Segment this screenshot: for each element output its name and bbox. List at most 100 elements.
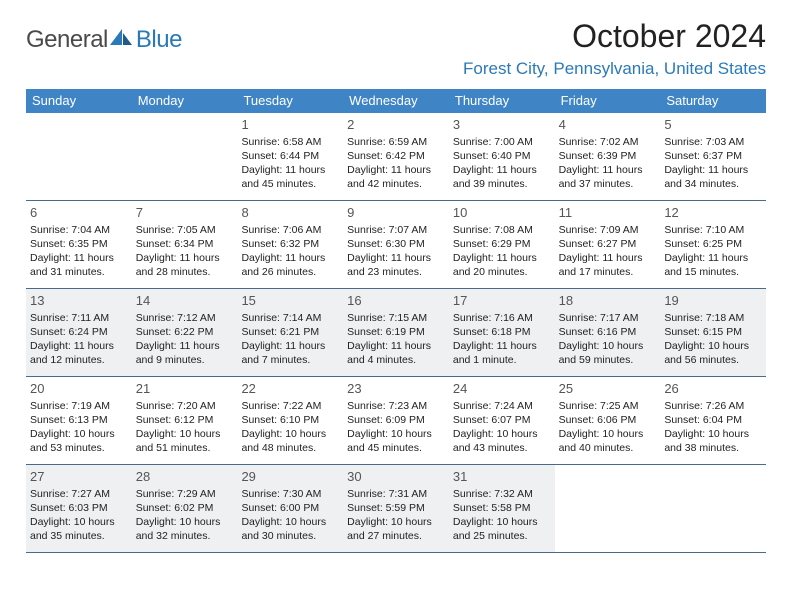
day-detail-line: and 27 minutes. [347, 529, 445, 543]
day-detail-line: Sunrise: 7:30 AM [241, 487, 339, 501]
day-detail-line: Daylight: 11 hours [241, 163, 339, 177]
day-detail-line: and 17 minutes. [559, 265, 657, 279]
day-cell: 29Sunrise: 7:30 AMSunset: 6:00 PMDayligh… [237, 465, 343, 552]
day-detail-line: Sunset: 6:07 PM [453, 413, 551, 427]
day-detail-line: Sunset: 6:12 PM [136, 413, 234, 427]
week-row: 6Sunrise: 7:04 AMSunset: 6:35 PMDaylight… [26, 201, 766, 289]
day-detail-line: and 38 minutes. [664, 441, 762, 455]
day-detail-line: Sunrise: 7:14 AM [241, 311, 339, 325]
day-detail-line: and 23 minutes. [347, 265, 445, 279]
day-detail-line: Daylight: 11 hours [347, 339, 445, 353]
day-detail-line: and 45 minutes. [241, 177, 339, 191]
day-detail-line: Sunrise: 7:20 AM [136, 399, 234, 413]
sail-icon [108, 27, 134, 47]
day-detail-line: Sunset: 5:59 PM [347, 501, 445, 515]
day-cell: 8Sunrise: 7:06 AMSunset: 6:32 PMDaylight… [237, 201, 343, 288]
day-detail-line: Daylight: 11 hours [136, 339, 234, 353]
day-detail-line: Sunset: 6:34 PM [136, 237, 234, 251]
day-detail-line: and 51 minutes. [136, 441, 234, 455]
day-detail-line: Sunrise: 7:02 AM [559, 135, 657, 149]
day-cell: 16Sunrise: 7:15 AMSunset: 6:19 PMDayligh… [343, 289, 449, 376]
day-detail-line: Sunset: 6:25 PM [664, 237, 762, 251]
weekday-header: Monday [132, 89, 238, 113]
day-detail-line: Sunset: 6:03 PM [30, 501, 128, 515]
day-detail-line: Daylight: 11 hours [664, 163, 762, 177]
day-detail-line: Daylight: 11 hours [453, 339, 551, 353]
day-detail-line: Sunset: 6:10 PM [241, 413, 339, 427]
day-detail-line: Daylight: 11 hours [30, 251, 128, 265]
day-number: 14 [136, 292, 234, 310]
day-detail-line: Daylight: 10 hours [30, 515, 128, 529]
day-detail-line: and 32 minutes. [136, 529, 234, 543]
day-number: 26 [664, 380, 762, 398]
day-number: 27 [30, 468, 128, 486]
day-detail-line: Daylight: 10 hours [664, 339, 762, 353]
day-cell: 1Sunrise: 6:58 AMSunset: 6:44 PMDaylight… [237, 113, 343, 200]
day-detail-line: and 34 minutes. [664, 177, 762, 191]
day-detail-line: Sunrise: 7:23 AM [347, 399, 445, 413]
day-cell: 19Sunrise: 7:18 AMSunset: 6:15 PMDayligh… [660, 289, 766, 376]
day-number: 31 [453, 468, 551, 486]
day-cell: 23Sunrise: 7:23 AMSunset: 6:09 PMDayligh… [343, 377, 449, 464]
day-detail-line: and 9 minutes. [136, 353, 234, 367]
day-number: 9 [347, 204, 445, 222]
day-detail-line: Sunset: 6:42 PM [347, 149, 445, 163]
day-cell: 11Sunrise: 7:09 AMSunset: 6:27 PMDayligh… [555, 201, 661, 288]
day-detail-line: Sunrise: 7:15 AM [347, 311, 445, 325]
day-detail-line: Sunset: 6:39 PM [559, 149, 657, 163]
day-detail-line: Sunset: 6:40 PM [453, 149, 551, 163]
day-detail-line: Daylight: 10 hours [453, 427, 551, 441]
day-detail-line: Sunrise: 7:00 AM [453, 135, 551, 149]
calendar-page: General Blue October 2024 Forest City, P… [0, 0, 792, 563]
day-cell [26, 113, 132, 200]
day-detail-line: Sunrise: 7:07 AM [347, 223, 445, 237]
day-detail-line: Sunset: 6:37 PM [664, 149, 762, 163]
day-detail-line: Sunset: 6:22 PM [136, 325, 234, 339]
day-cell: 25Sunrise: 7:25 AMSunset: 6:06 PMDayligh… [555, 377, 661, 464]
day-detail-line: Sunrise: 7:22 AM [241, 399, 339, 413]
day-detail-line: Sunrise: 7:17 AM [559, 311, 657, 325]
day-detail-line: Sunrise: 7:25 AM [559, 399, 657, 413]
day-detail-line: Daylight: 10 hours [241, 427, 339, 441]
weekday-header: Saturday [660, 89, 766, 113]
day-detail-line: Sunrise: 7:03 AM [664, 135, 762, 149]
day-cell: 6Sunrise: 7:04 AMSunset: 6:35 PMDaylight… [26, 201, 132, 288]
day-number: 16 [347, 292, 445, 310]
day-number: 30 [347, 468, 445, 486]
day-detail-line: Sunset: 6:21 PM [241, 325, 339, 339]
day-detail-line: and 53 minutes. [30, 441, 128, 455]
day-detail-line: Sunrise: 7:29 AM [136, 487, 234, 501]
day-number: 13 [30, 292, 128, 310]
day-detail-line: and 20 minutes. [453, 265, 551, 279]
day-detail-line: Sunrise: 7:09 AM [559, 223, 657, 237]
day-detail-line: Sunrise: 7:27 AM [30, 487, 128, 501]
day-number: 19 [664, 292, 762, 310]
day-detail-line: and 31 minutes. [30, 265, 128, 279]
day-number: 10 [453, 204, 551, 222]
brand-part1: General [26, 26, 108, 54]
day-detail-line: and 26 minutes. [241, 265, 339, 279]
week-row: 27Sunrise: 7:27 AMSunset: 6:03 PMDayligh… [26, 465, 766, 553]
day-number: 4 [559, 116, 657, 134]
day-detail-line: Sunset: 6:32 PM [241, 237, 339, 251]
day-cell: 26Sunrise: 7:26 AMSunset: 6:04 PMDayligh… [660, 377, 766, 464]
week-row: 1Sunrise: 6:58 AMSunset: 6:44 PMDaylight… [26, 113, 766, 201]
weeks-container: 1Sunrise: 6:58 AMSunset: 6:44 PMDaylight… [26, 113, 766, 553]
day-detail-line: Daylight: 11 hours [453, 251, 551, 265]
day-number: 5 [664, 116, 762, 134]
day-detail-line: and 37 minutes. [559, 177, 657, 191]
day-cell: 7Sunrise: 7:05 AMSunset: 6:34 PMDaylight… [132, 201, 238, 288]
day-detail-line: Sunrise: 6:58 AM [241, 135, 339, 149]
day-cell: 31Sunrise: 7:32 AMSunset: 5:58 PMDayligh… [449, 465, 555, 552]
day-cell: 13Sunrise: 7:11 AMSunset: 6:24 PMDayligh… [26, 289, 132, 376]
day-number: 15 [241, 292, 339, 310]
day-cell: 14Sunrise: 7:12 AMSunset: 6:22 PMDayligh… [132, 289, 238, 376]
brand-logo: General Blue [26, 18, 182, 54]
day-detail-line: and 1 minute. [453, 353, 551, 367]
day-detail-line: and 4 minutes. [347, 353, 445, 367]
day-cell: 24Sunrise: 7:24 AMSunset: 6:07 PMDayligh… [449, 377, 555, 464]
day-detail-line: Daylight: 10 hours [559, 427, 657, 441]
day-detail-line: Sunset: 6:02 PM [136, 501, 234, 515]
day-cell: 5Sunrise: 7:03 AMSunset: 6:37 PMDaylight… [660, 113, 766, 200]
day-detail-line: Daylight: 10 hours [559, 339, 657, 353]
